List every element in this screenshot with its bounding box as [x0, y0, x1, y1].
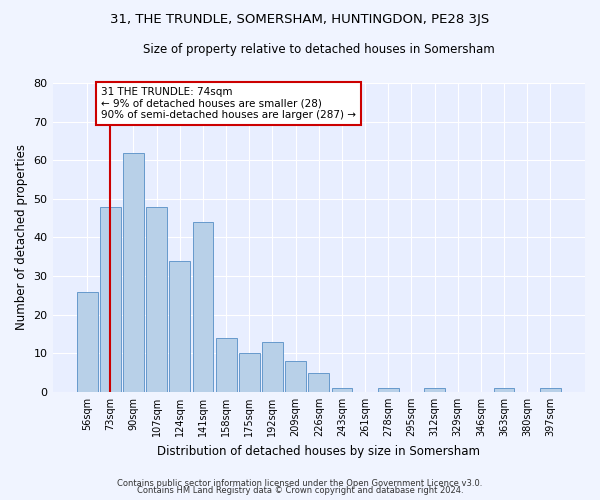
Text: Contains HM Land Registry data © Crown copyright and database right 2024.: Contains HM Land Registry data © Crown c…	[137, 486, 463, 495]
Title: Size of property relative to detached houses in Somersham: Size of property relative to detached ho…	[143, 42, 494, 56]
Bar	[193, 222, 214, 392]
Text: 31 THE TRUNDLE: 74sqm
← 9% of detached houses are smaller (28)
90% of semi-detac: 31 THE TRUNDLE: 74sqm ← 9% of detached h…	[101, 87, 356, 120]
Bar	[216, 338, 236, 392]
Bar	[169, 260, 190, 392]
Bar	[100, 206, 121, 392]
Bar	[308, 372, 329, 392]
Bar	[285, 361, 306, 392]
Bar	[239, 354, 260, 392]
Bar	[494, 388, 514, 392]
Bar	[378, 388, 398, 392]
Bar	[332, 388, 352, 392]
Text: 31, THE TRUNDLE, SOMERSHAM, HUNTINGDON, PE28 3JS: 31, THE TRUNDLE, SOMERSHAM, HUNTINGDON, …	[110, 12, 490, 26]
Bar	[77, 292, 98, 392]
Bar	[262, 342, 283, 392]
Text: Contains public sector information licensed under the Open Government Licence v3: Contains public sector information licen…	[118, 478, 482, 488]
Bar	[540, 388, 561, 392]
Bar	[146, 206, 167, 392]
Bar	[424, 388, 445, 392]
Bar	[123, 152, 144, 392]
X-axis label: Distribution of detached houses by size in Somersham: Distribution of detached houses by size …	[157, 444, 480, 458]
Y-axis label: Number of detached properties: Number of detached properties	[15, 144, 28, 330]
